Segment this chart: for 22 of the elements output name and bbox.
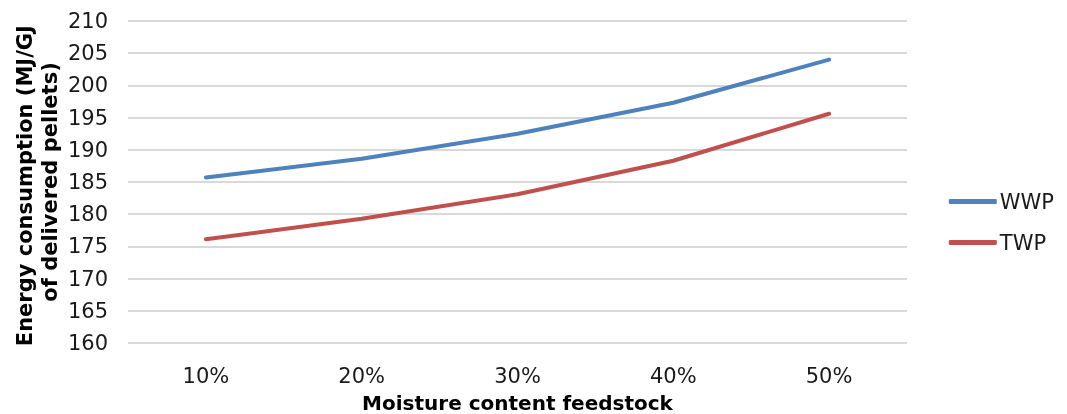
x-tick-label: 10% bbox=[182, 363, 230, 388]
y-tick-label: 210 bbox=[67, 9, 108, 33]
y-tick-label: 180 bbox=[67, 202, 108, 227]
y-tick-label: 190 bbox=[67, 137, 108, 162]
x-tick-label: 50% bbox=[805, 363, 853, 388]
y-tick-label: 160 bbox=[67, 331, 108, 355]
x-tick-label: 20% bbox=[338, 363, 386, 388]
legend-label: TWP bbox=[998, 230, 1047, 255]
x-tick-label: 40% bbox=[649, 363, 697, 388]
legend-label: WWP bbox=[999, 189, 1055, 214]
y-tick-label: 205 bbox=[67, 41, 108, 66]
line-series bbox=[203, 111, 832, 242]
y-tick-label: 195 bbox=[67, 105, 108, 130]
y-tick-label: 200 bbox=[67, 73, 108, 98]
y-tick-label: 185 bbox=[67, 170, 108, 194]
y-tick-label: 165 bbox=[67, 298, 108, 323]
x-axis-title: Moisture content feedstock bbox=[362, 391, 674, 414]
y-tick-label: 175 bbox=[67, 234, 108, 259]
line-series bbox=[203, 57, 832, 180]
y-axis-title: Energy consumption (MJ/GJ of delivered pellets) bbox=[12, 17, 62, 347]
x-tick-label: 30% bbox=[494, 363, 541, 388]
y-tick-label: 170 bbox=[67, 266, 108, 291]
